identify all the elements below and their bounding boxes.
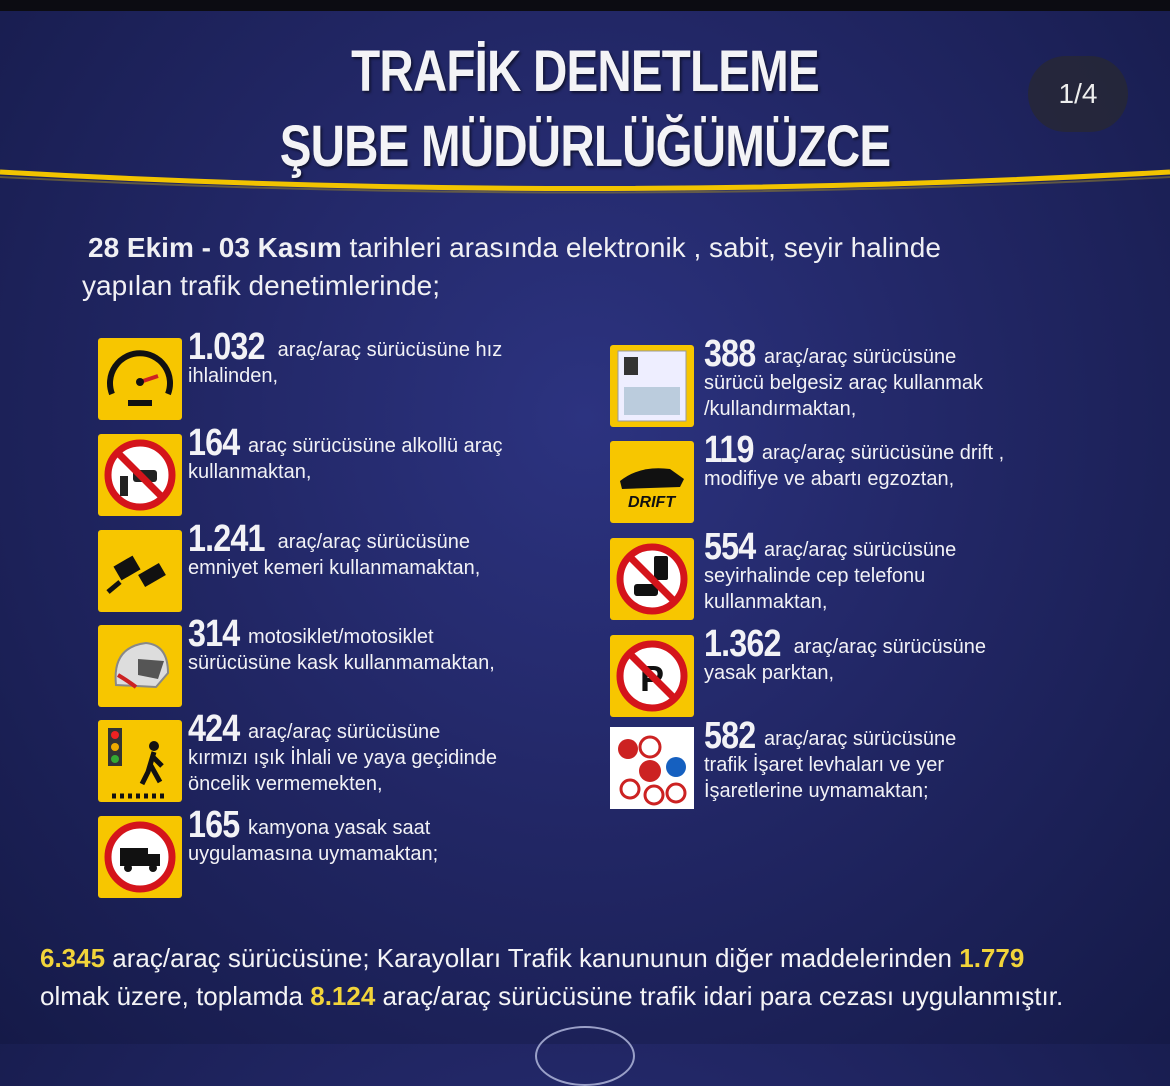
violation-desc: araç/araç sürücüsüne bbox=[277, 531, 470, 553]
violation-desc: motosiklet/motosiklet bbox=[247, 626, 434, 648]
violation-desc: araç/araç sürücüsüne bbox=[763, 346, 957, 368]
violation-headline: 165 kamyona yasak saat bbox=[188, 804, 438, 846]
violation-text: 1.241 araç/araç sürücüsüne emniyet kemeri… bbox=[188, 518, 481, 581]
traffic-signs-icon bbox=[610, 727, 694, 809]
violation-text: 1.362 araç/araç sürücüsüne yasak parktan, bbox=[704, 623, 986, 686]
intro-rest: tarihleri arasında elektronik , sabit, s… bbox=[341, 232, 941, 263]
violation-desc-line: kullanmaktan, bbox=[188, 461, 312, 483]
violation-desc: kamyona yasak saat bbox=[247, 817, 431, 839]
violation-headline: 582 araç/araç sürücüsüne bbox=[704, 715, 957, 757]
violation-headline: 1.032 araç/araç sürücüsüne hız bbox=[188, 326, 503, 368]
svg-text:DRIFT: DRIFT bbox=[628, 494, 676, 511]
title-line-2: ŞUBE MÜDÜRLÜĞÜMÜZCE bbox=[279, 114, 891, 179]
violation-desc: araç/araç sürücüsüne bbox=[793, 636, 986, 658]
violation-desc-line: sürücüsüne kask kullanmamaktan, bbox=[188, 652, 495, 674]
violation-count: 164 bbox=[188, 422, 240, 464]
summary-count-1: 6.345 bbox=[40, 943, 106, 973]
violation-headline: 164 araç sürücüsüne alkollü araç bbox=[188, 422, 503, 464]
speedometer-icon bbox=[98, 338, 182, 420]
violation-desc-line: İşaretlerine uymamaktan; bbox=[704, 780, 929, 802]
violation-text: 314 motosiklet/motosiklet sürücüsüne kask… bbox=[188, 613, 495, 676]
violation-desc-line: modifiye ve abartı egzoztan, bbox=[704, 468, 955, 490]
violation-headline: 388 araç/araç sürücüsüne bbox=[704, 333, 983, 375]
violation-count: 1.032 bbox=[188, 326, 265, 368]
violation-desc-line: uygulamasına uymamaktan; bbox=[188, 843, 439, 865]
summary-text-1: araç/araç sürücüsüne; Karayolları Trafik… bbox=[105, 943, 960, 973]
violation-desc-line: kullanmaktan, bbox=[704, 591, 828, 613]
violation-desc-line: /kullandırmaktan, bbox=[704, 398, 857, 420]
violation-count: 582 bbox=[704, 715, 756, 757]
violation-headline: 1.362 araç/araç sürücüsüne bbox=[704, 623, 986, 665]
violation-desc-line: öncelik vermemekten, bbox=[188, 773, 383, 795]
helmet-icon bbox=[98, 625, 182, 707]
summary-line-2: olmak üzere, toplamda 8.124 araç/araç sü… bbox=[40, 981, 1063, 1012]
violation-desc: araç/araç sürücüsüne hız bbox=[277, 339, 503, 361]
driver-license-icon bbox=[610, 345, 694, 427]
no-parking-icon: P bbox=[610, 635, 694, 717]
gold-divider-curve bbox=[0, 169, 1170, 194]
page-indicator[interactable]: 1/4 bbox=[1028, 56, 1128, 132]
violation-text: 119 araç/araç sürücüsüne drift , modifiye… bbox=[704, 429, 1005, 492]
date-start: 28 Ekim bbox=[88, 232, 194, 263]
summary-line-1: 6.345 araç/araç sürücüsüne; Karayolları … bbox=[40, 943, 1024, 974]
violation-count: 314 bbox=[188, 613, 240, 655]
police-seal-logo bbox=[535, 1026, 635, 1086]
no-alcohol-icon bbox=[98, 434, 182, 516]
date-end: 03 Kasım bbox=[218, 232, 342, 263]
violation-desc-line: seyirhalinde cep telefonu bbox=[704, 565, 926, 587]
violation-text: 424 araç/araç sürücüsüne kırmızı ışık İhl… bbox=[188, 708, 498, 797]
violation-text: 554 araç/araç sürücüsüne seyirhalinde cep… bbox=[704, 526, 957, 615]
violation-desc-line: ihlalinden, bbox=[188, 365, 279, 387]
violation-desc-line: yasak parktan, bbox=[704, 662, 835, 684]
violation-count: 165 bbox=[188, 804, 240, 846]
violation-count: 1.241 bbox=[188, 518, 265, 560]
summary-count-2: 1.779 bbox=[959, 943, 1025, 973]
status-bar bbox=[0, 0, 1170, 11]
violation-desc-line: kırmızı ışık İhlali ve yaya geçidinde bbox=[188, 747, 498, 769]
violation-text: 1.032 araç/araç sürücüsüne hız ihlalinden… bbox=[188, 326, 503, 389]
violation-text: 582 araç/araç sürücüsüne trafik İşaret le… bbox=[704, 715, 957, 804]
violation-desc: araç/araç sürücüsüne bbox=[763, 728, 957, 750]
intro-line-2: yapılan trafik denetimlerinde; bbox=[82, 270, 440, 301]
violation-text: 164 araç sürücüsüne alkollü araç kullanma… bbox=[188, 422, 503, 485]
intro-line-1: 28 Ekim - 03 Kasım tarihleri arasında el… bbox=[88, 232, 941, 264]
violation-count: 554 bbox=[704, 526, 756, 568]
summary-total: 8.124 bbox=[310, 981, 376, 1011]
no-phone-icon bbox=[610, 538, 694, 620]
violation-desc-line: emniyet kemeri kullanmamaktan, bbox=[188, 557, 481, 579]
seatbelt-icon bbox=[98, 530, 182, 612]
violation-desc-line: sürücü belgesiz araç kullanmak bbox=[704, 372, 984, 394]
violation-text: 165 kamyona yasak saat uygulamasına uymam… bbox=[188, 804, 439, 867]
violation-count: 388 bbox=[704, 333, 756, 375]
violation-desc: araç/araç sürücüsüne bbox=[763, 539, 957, 561]
violation-headline: 554 araç/araç sürücüsüne bbox=[704, 526, 957, 568]
violation-desc: araç/araç sürücüsüne drift , bbox=[761, 442, 1005, 464]
violation-headline: 314 motosiklet/motosiklet bbox=[188, 613, 495, 655]
summary-text-3: araç/araç sürücüsüne trafik idari para c… bbox=[375, 981, 1064, 1011]
drift-car-icon: DRIFT bbox=[610, 441, 694, 523]
violation-count: 1.362 bbox=[704, 623, 781, 665]
violation-count: 424 bbox=[188, 708, 240, 750]
violation-headline: 1.241 araç/araç sürücüsüne bbox=[188, 518, 480, 560]
date-sep: - bbox=[193, 232, 219, 263]
violation-headline: 424 araç/araç sürücüsüne bbox=[188, 708, 497, 750]
violation-count: 119 bbox=[704, 429, 754, 471]
traffic-light-pedestrian-icon bbox=[98, 720, 182, 802]
violation-desc: araç sürücüsüne alkollü araç bbox=[247, 435, 503, 457]
title-line-1: TRAFİK DENETLEME bbox=[351, 39, 820, 104]
violation-headline: 119 araç/araç sürücüsüne drift , bbox=[704, 429, 1005, 471]
no-truck-icon bbox=[98, 816, 182, 898]
violation-desc-line: trafik İşaret levhaları ve yer bbox=[704, 754, 945, 776]
violation-desc: araç/araç sürücüsüne bbox=[247, 721, 441, 743]
summary-text-2: olmak üzere, toplamda bbox=[40, 981, 311, 1011]
violation-text: 388 araç/araç sürücüsüne sürücü belgesiz … bbox=[704, 333, 984, 422]
